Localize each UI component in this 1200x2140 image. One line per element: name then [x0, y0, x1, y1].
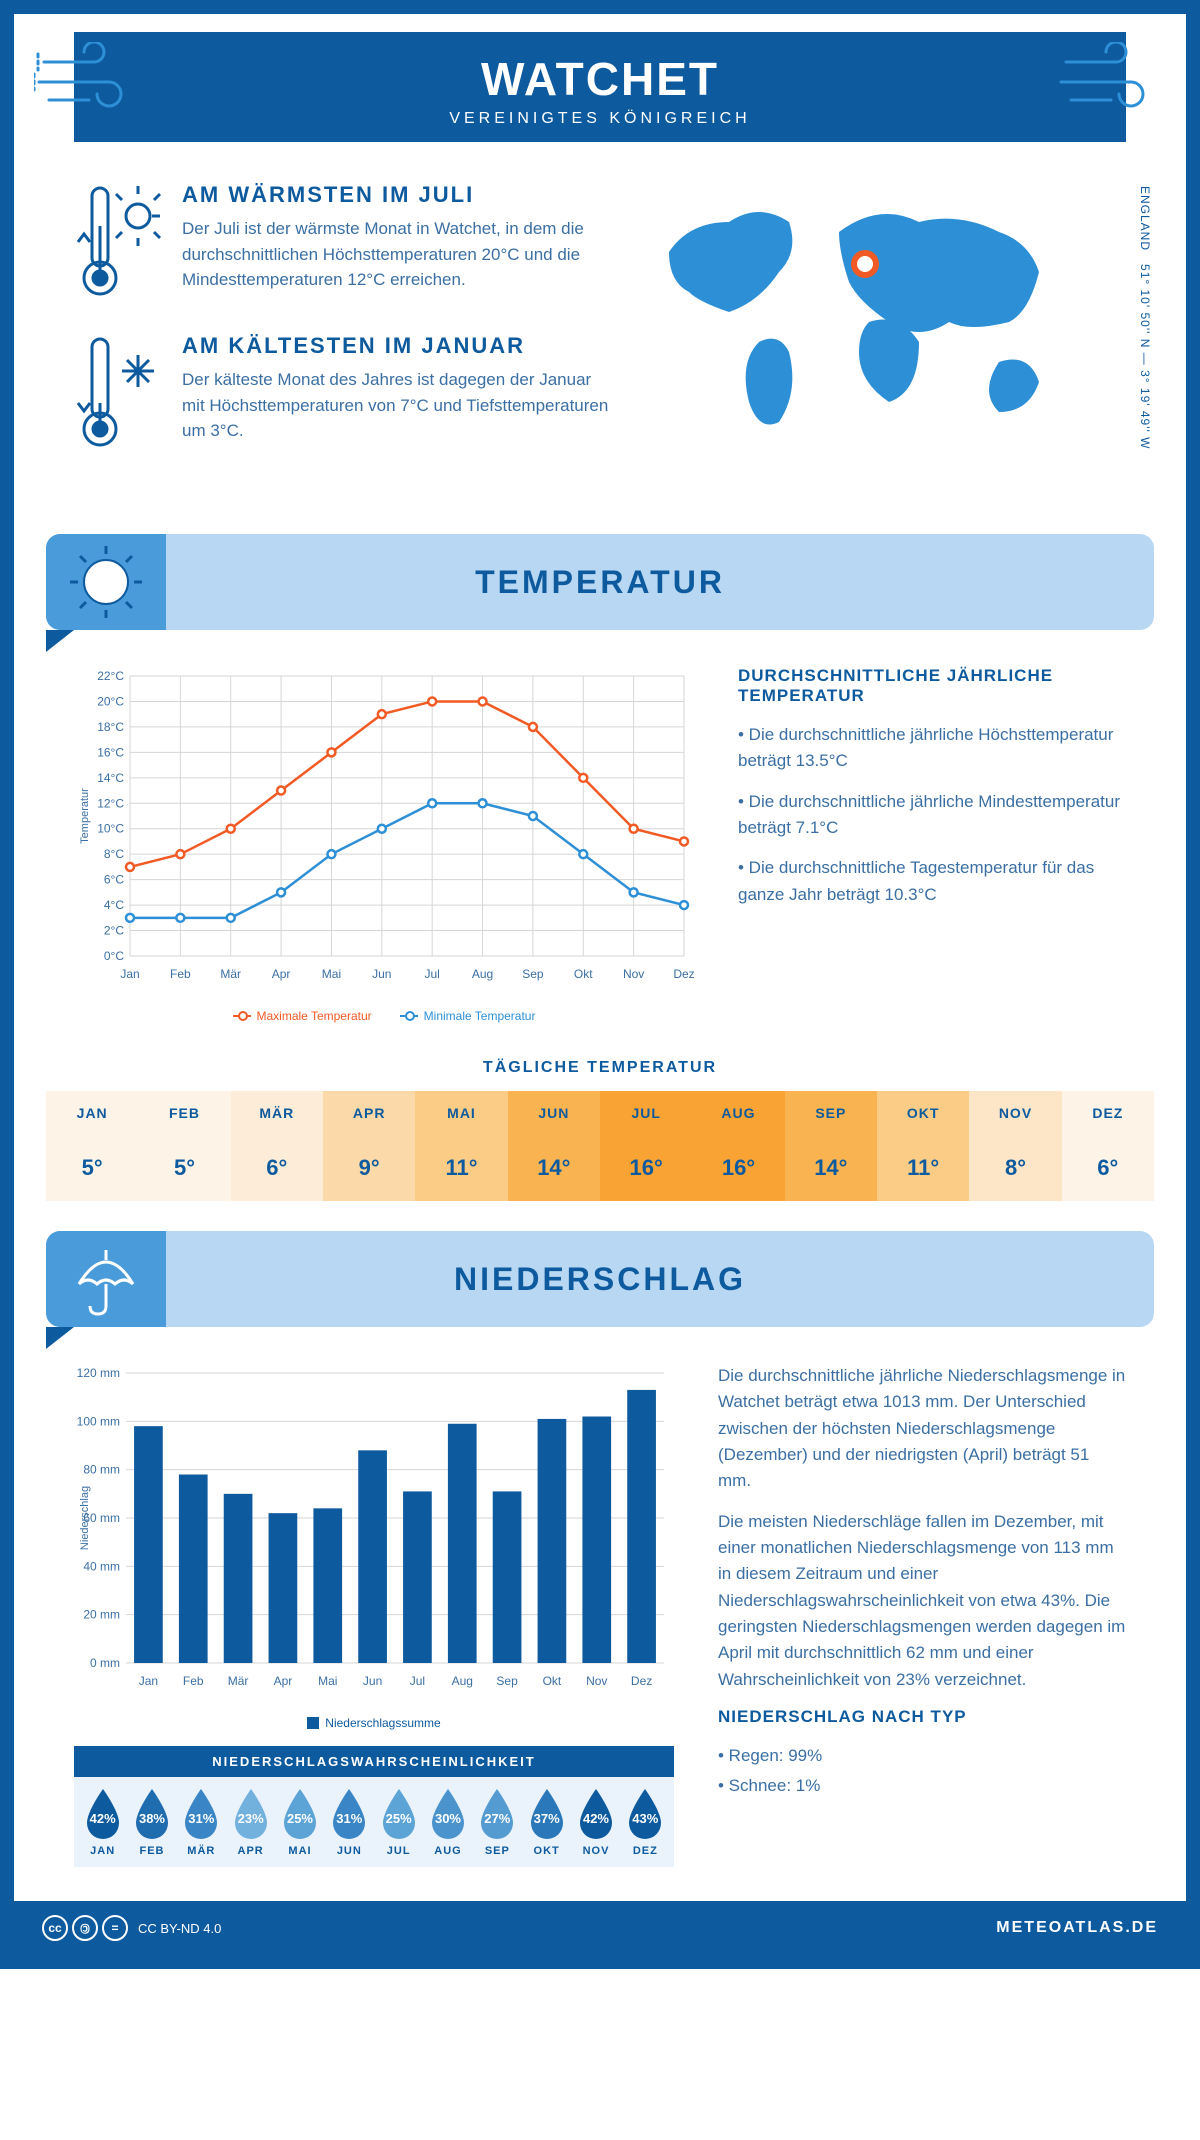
warmest-fact: AM WÄRMSTEN IM JULI Der Juli ist der wär… — [74, 182, 609, 307]
cc-icon: cc🄯= — [42, 1915, 128, 1941]
svg-text:18°C: 18°C — [97, 720, 124, 734]
svg-text:20°C: 20°C — [97, 694, 124, 708]
precipitation-banner: NIEDERSCHLAG — [46, 1231, 1154, 1327]
temperature-line-chart: 0°C 2°C 4°C 6°C 8°C 10°C 12°C 14°C 16°C 18°C 20°C 2… — [74, 666, 694, 1023]
svg-text:Aug: Aug — [472, 967, 493, 981]
svg-text:Temperatur: Temperatur — [79, 788, 91, 844]
svg-text:20 mm: 20 mm — [83, 1608, 120, 1622]
svg-text:Mär: Mär — [220, 967, 241, 981]
svg-text:40 mm: 40 mm — [83, 1559, 120, 1573]
thermometer-snow-icon — [74, 333, 164, 458]
sun-icon — [66, 542, 146, 622]
svg-text:16°C: 16°C — [97, 745, 124, 759]
svg-text:Feb: Feb — [170, 967, 191, 981]
svg-text:8°C: 8°C — [104, 847, 124, 861]
svg-text:Apr: Apr — [272, 967, 291, 981]
svg-text:Dez: Dez — [673, 967, 694, 981]
svg-text:Sep: Sep — [496, 1674, 518, 1688]
license-text: CC BY-ND 4.0 — [138, 1921, 221, 1936]
page-title: WATCHET — [74, 52, 1126, 106]
svg-text:Apr: Apr — [274, 1674, 293, 1688]
svg-text:Mai: Mai — [322, 967, 341, 981]
section-title: NIEDERSCHLAG — [454, 1261, 746, 1298]
section-title: TEMPERATUR — [475, 564, 725, 601]
coldest-fact: AM KÄLTESTEN IM JANUAR Der kälteste Mona… — [74, 333, 609, 458]
svg-text:Dez: Dez — [631, 1674, 652, 1688]
svg-text:Jul: Jul — [425, 967, 440, 981]
svg-text:0 mm: 0 mm — [90, 1656, 120, 1670]
daily-temperature-table: JANFEBMÄRAPRMAIJUNJULAUGSEPOKTNOVDEZ5°5°… — [46, 1091, 1154, 1201]
svg-text:Okt: Okt — [574, 967, 593, 981]
precipitation-bar-chart: 0 mm20 mm40 mm60 mm80 mm100 mm120 mmJanF… — [74, 1363, 674, 1730]
infographic-frame: WATCHET VEREINIGTES KÖNIGREICH — [0, 0, 1200, 1969]
svg-text:Jun: Jun — [372, 967, 391, 981]
svg-text:Aug: Aug — [452, 1674, 473, 1688]
svg-text:Nov: Nov — [586, 1674, 607, 1688]
svg-text:Okt: Okt — [543, 1674, 562, 1688]
thermometer-sun-icon — [74, 182, 164, 307]
svg-text:Jun: Jun — [363, 1674, 382, 1688]
svg-text:100 mm: 100 mm — [77, 1414, 120, 1428]
footer: cc🄯= CC BY-ND 4.0 METEOATLAS.DE — [14, 1901, 1186, 1955]
svg-text:4°C: 4°C — [104, 898, 124, 912]
precipitation-probability: NIEDERSCHLAGSWAHRSCHEINLICHKEIT 42%JAN38… — [74, 1746, 674, 1867]
coldest-text: Der kälteste Monat des Jahres ist dagege… — [182, 367, 609, 444]
coordinates: ENGLAND 51° 10' 50'' N — 3° 19' 49'' W — [1138, 186, 1152, 449]
svg-text:Jan: Jan — [120, 967, 139, 981]
svg-text:Feb: Feb — [183, 1674, 204, 1688]
precipitation-info: Die durchschnittliche jährliche Niedersc… — [718, 1363, 1126, 1867]
country-subtitle: VEREINIGTES KÖNIGREICH — [74, 110, 1126, 128]
svg-text:0°C: 0°C — [104, 949, 124, 963]
site-name: METEOATLAS.DE — [996, 1919, 1158, 1937]
temperature-banner: TEMPERATUR — [46, 534, 1154, 630]
daily-temp-heading: TÄGLICHE TEMPERATUR — [14, 1059, 1186, 1077]
temperature-info: DURCHSCHNITTLICHE JÄHRLICHE TEMPERATUR •… — [738, 666, 1126, 1023]
svg-text:Jan: Jan — [139, 1674, 158, 1688]
svg-text:Niederschlag: Niederschlag — [79, 1486, 91, 1550]
wind-icon — [34, 42, 144, 122]
svg-text:22°C: 22°C — [97, 669, 124, 683]
svg-text:120 mm: 120 mm — [77, 1366, 120, 1380]
svg-text:Jul: Jul — [410, 1674, 425, 1688]
wind-icon — [1056, 42, 1166, 122]
warmest-title: AM WÄRMSTEN IM JULI — [182, 182, 609, 208]
svg-text:2°C: 2°C — [104, 924, 124, 938]
svg-text:Nov: Nov — [623, 967, 644, 981]
svg-text:80 mm: 80 mm — [83, 1463, 120, 1477]
umbrella-icon — [67, 1240, 145, 1318]
svg-text:6°C: 6°C — [104, 873, 124, 887]
world-map: ENGLAND 51° 10' 50'' N — 3° 19' 49'' W — [639, 182, 1126, 484]
svg-text:12°C: 12°C — [97, 796, 124, 810]
svg-text:14°C: 14°C — [97, 771, 124, 785]
svg-text:Sep: Sep — [522, 967, 544, 981]
svg-text:10°C: 10°C — [97, 822, 124, 836]
intro-section: AM WÄRMSTEN IM JULI Der Juli ist der wär… — [14, 172, 1186, 514]
header-band: WATCHET VEREINIGTES KÖNIGREICH — [74, 32, 1126, 142]
coldest-title: AM KÄLTESTEN IM JANUAR — [182, 333, 609, 359]
svg-text:Mär: Mär — [228, 1674, 249, 1688]
svg-text:Mai: Mai — [318, 1674, 337, 1688]
warmest-text: Der Juli ist der wärmste Monat in Watche… — [182, 216, 609, 293]
